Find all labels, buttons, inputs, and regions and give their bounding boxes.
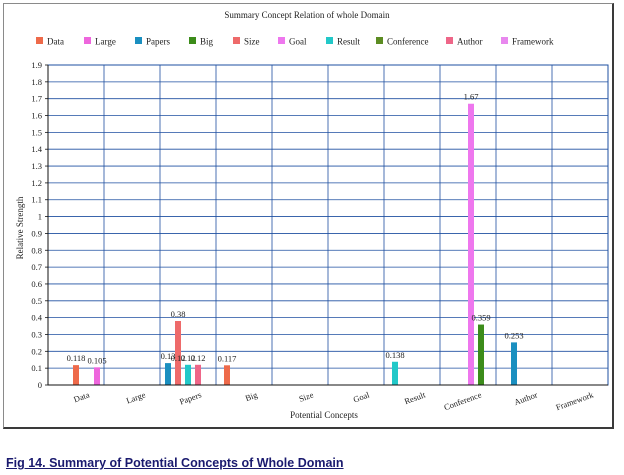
gridlines: [48, 64, 608, 386]
axes: 0 0.1 0.2 0.3 0.4 0.5 0.6 0.7 0.8 0.9 1 1.1 1.2 1.3 1.…: [31, 60, 609, 412]
y-tick-label-1: 0.1: [31, 363, 42, 373]
y-tick-label-0: 0: [38, 380, 42, 390]
legend-swatch-0: [36, 37, 43, 44]
bar-conference-goal-0: [468, 103, 474, 385]
legend-label-7: Conference: [387, 37, 428, 47]
x-tick-label-5: Goal: [352, 389, 372, 404]
x-tick-label-3: Big: [244, 389, 260, 403]
data-label-2: 0.13: [161, 351, 176, 361]
legend-label-8: Author: [457, 37, 483, 47]
legend-label-6: Result: [337, 37, 361, 47]
legend-swatch-8: [446, 37, 453, 44]
y-tick-label-9: 0.9: [31, 228, 42, 238]
bar-papers-size-2: [175, 364, 181, 385]
bar-papers-size-1: [175, 321, 181, 385]
y-tick-label-2: 0.2: [31, 346, 42, 356]
legend-swatch-9: [501, 37, 508, 44]
data-labels: 0.118 0.105 0.130.380.120.120.12 0.117 0.138…: [67, 92, 524, 366]
figure-caption: Fig 14. Summary of Potential Concepts of…: [6, 456, 344, 470]
data-label-10: 0.359: [471, 313, 490, 323]
legend: Data Large Papers Big Size Goal Result Conferen…: [36, 37, 554, 47]
legend-label-2: Papers: [146, 37, 170, 47]
bar-papers-result-3: [185, 364, 191, 385]
legend-swatch-3: [189, 37, 196, 44]
x-tick-label-8: Author: [513, 389, 539, 407]
x-tick-label-6: Result: [403, 389, 427, 406]
legend-swatch-6: [326, 37, 333, 44]
data-label-4: 0.12: [171, 353, 186, 363]
legend-label-0: Data: [47, 37, 64, 47]
y-tick-label-16: 1.6: [31, 111, 42, 121]
bar-papers-author-4: [195, 364, 201, 385]
y-tick-label-5: 0.5: [31, 296, 42, 306]
y-tick-label-17: 1.7: [31, 94, 42, 104]
bar-conference-big-1: [478, 324, 484, 385]
data-label-9: 1.67: [464, 92, 479, 102]
data-label-7: 0.117: [218, 353, 237, 363]
legend-label-3: Big: [200, 37, 214, 47]
legend-label-5: Goal: [289, 37, 307, 47]
y-tick-label-4: 0.4: [31, 313, 42, 323]
bar-data-data-0: [73, 365, 79, 385]
bar-author-papers-0: [511, 342, 517, 385]
y-tick-label-11: 1.1: [31, 195, 42, 205]
bar-big-data-0: [224, 365, 230, 385]
data-label-0: 0.118: [67, 353, 86, 363]
x-tick-label-9: Framework: [554, 389, 595, 412]
chart-title: Summary Concept Relation of whole Domain: [224, 10, 390, 20]
data-label-3: 0.38: [171, 309, 186, 319]
legend-swatch-5: [278, 37, 285, 44]
y-tick-label-6: 0.6: [31, 279, 42, 289]
chart: Summary Concept Relation of whole Domain…: [15, 10, 609, 420]
data-label-11: 0.253: [504, 330, 523, 340]
data-label-5: 0.12: [181, 353, 196, 363]
y-tick-label-19: 1.9: [31, 60, 42, 70]
y-axis-label: Relative Strength: [15, 196, 25, 259]
y-tick-label-8: 0.8: [31, 245, 42, 255]
figure-frame: Summary Concept Relation of whole Domain…: [3, 3, 614, 429]
legend-label-9: Framework: [512, 37, 554, 47]
bars: [73, 103, 517, 385]
x-tick-label-4: Size: [298, 389, 315, 403]
y-tick-label-10: 1: [38, 212, 42, 222]
bar-data-large-1: [94, 367, 100, 385]
legend-label-4: Size: [244, 37, 260, 47]
bar-papers-papers-0: [165, 363, 171, 385]
x-axis-label: Potential Concepts: [290, 410, 358, 420]
legend-swatch-4: [233, 37, 240, 44]
y-tick-label-18: 1.8: [31, 77, 42, 87]
y-tick-label-13: 1.3: [31, 161, 42, 171]
x-tick-label-1: Large: [125, 389, 147, 405]
data-label-6: 0.12: [191, 353, 206, 363]
legend-label-1: Large: [95, 37, 116, 47]
y-tick-label-3: 0.3: [31, 329, 42, 339]
data-label-1: 0.105: [87, 355, 106, 365]
x-tick-label-0: Data: [72, 389, 91, 404]
data-label-8: 0.138: [385, 350, 404, 360]
legend-swatch-1: [84, 37, 91, 44]
y-tick-label-7: 0.7: [31, 262, 42, 272]
y-tick-label-15: 1.5: [31, 127, 42, 137]
x-tick-label-7: Conference: [442, 389, 482, 412]
x-tick-label-2: Papers: [178, 389, 203, 406]
y-tick-label-14: 1.4: [31, 144, 42, 154]
legend-swatch-7: [376, 37, 383, 44]
y-tick-label-12: 1.2: [31, 178, 42, 188]
bar-result-result-0: [392, 361, 398, 385]
legend-swatch-2: [135, 37, 142, 44]
